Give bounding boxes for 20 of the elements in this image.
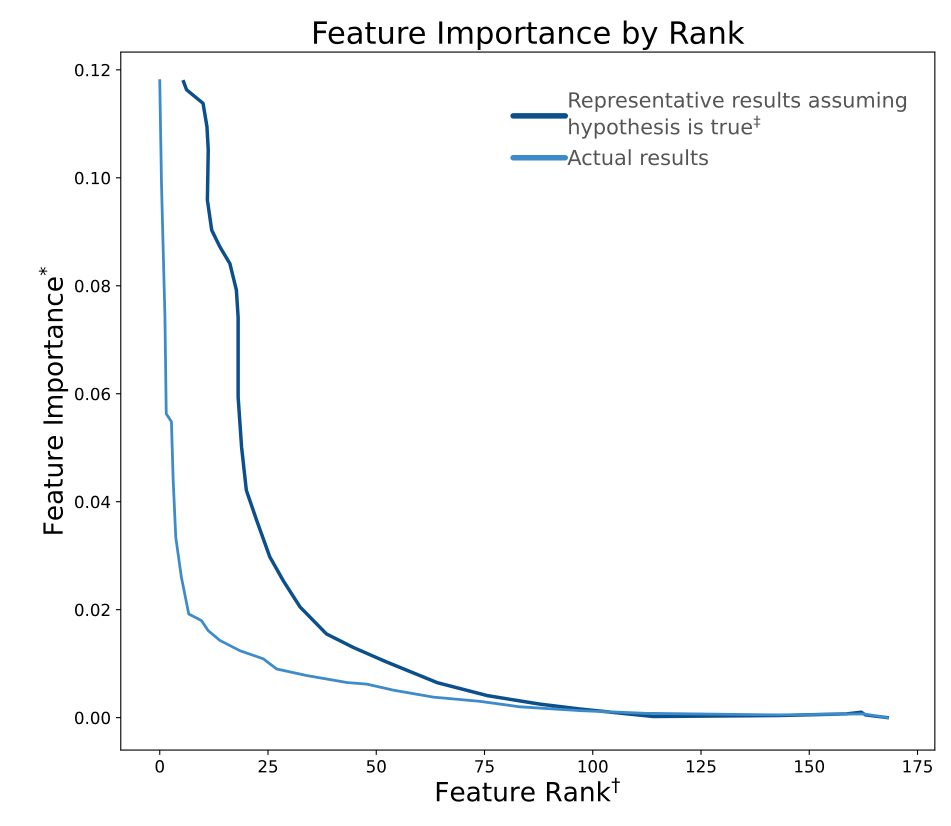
x-tick-label: 50: [366, 760, 386, 773]
x-tick-label: 75: [475, 760, 494, 773]
y-tick-label: 0.02: [75, 604, 110, 616]
chart-title: Feature Importance by Rank: [314, 20, 744, 50]
x-tick-label: 150: [795, 760, 824, 773]
legend-label: Actual results: [567, 149, 708, 166]
y-tick-label: 0.00: [75, 712, 110, 724]
x-tick-label: 0: [156, 760, 164, 773]
y-tick-label: 0.08: [75, 280, 110, 292]
y-axis-title: Feature Importance$^{*}$: [38, 267, 68, 534]
x-tick-label: 175: [903, 760, 932, 773]
y-tick-label: 0.10: [75, 172, 110, 184]
x-tick-label: 25: [258, 760, 278, 773]
x-tick-label: 100: [578, 760, 608, 773]
y-tick-label: 0.04: [75, 496, 110, 508]
y-tick-label: 0.06: [75, 388, 110, 400]
x-axis-title: Feature Rank$^{†}$: [436, 778, 620, 802]
x-tick-label: 125: [686, 760, 716, 773]
legend-label: Representative results assuming hypothesis is true$^{‡}$: [569, 92, 906, 139]
y-tick-label: 0.12: [75, 64, 110, 76]
